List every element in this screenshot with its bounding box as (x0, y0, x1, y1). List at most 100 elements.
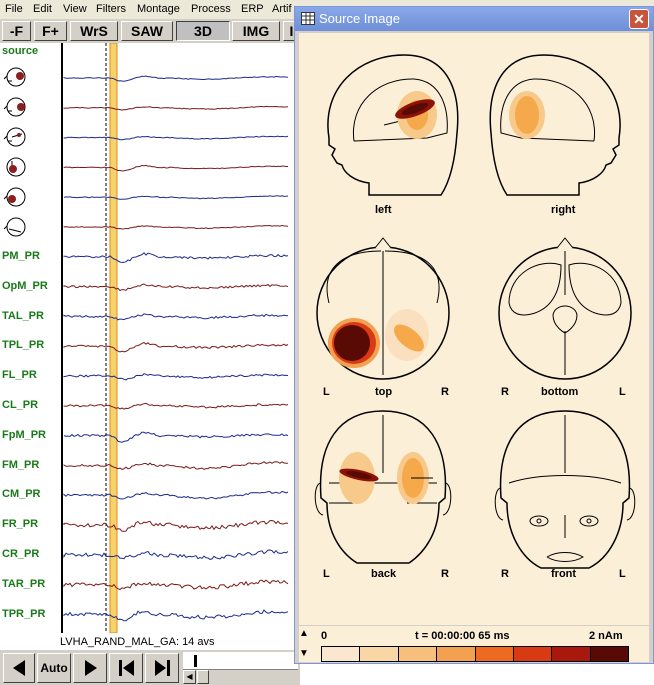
slider-thumb[interactable] (194, 655, 197, 667)
eeg-trace-area (60, 43, 300, 633)
step-back-icon (119, 660, 134, 676)
eeg-trace (63, 609, 289, 622)
scale-swatch (398, 647, 438, 661)
time-cursor-band (109, 43, 118, 633)
view-label-left: left (375, 204, 392, 216)
front-view-head (494, 410, 636, 569)
channel-label: FpM_PR (2, 428, 46, 441)
close-icon[interactable]: ✕ (629, 9, 649, 29)
navigation-bar: Auto ◀ (0, 650, 300, 685)
menu-process[interactable]: Process (191, 3, 231, 15)
channel-label: FL_PR (2, 369, 37, 382)
color-scale-swatches (321, 646, 629, 662)
view-orient-L: L (619, 568, 626, 580)
channel-labels: source PM_PR OpM_PR TAL_PR TPL_PR FL_PR CL_PR… (0, 43, 60, 633)
auto-button[interactable]: Auto (37, 653, 71, 683)
eeg-trace (63, 431, 289, 443)
menu-montage[interactable]: Montage (137, 3, 180, 15)
menu-artif[interactable]: Artif (272, 3, 292, 15)
head-source-icon (3, 187, 26, 207)
eeg-trace (63, 579, 289, 591)
eeg-trace (63, 195, 289, 200)
channel-label: TPL_PR (2, 339, 45, 352)
menu-filters[interactable]: Filters (96, 3, 126, 15)
channel-label: OpM_PR (2, 279, 48, 292)
scale-swatch (437, 647, 476, 661)
prev-page-button[interactable] (3, 653, 35, 683)
channel-label: PM_PR (2, 250, 40, 262)
wrs-button[interactable]: WrS (70, 21, 118, 41)
scale-max-label: 2 nAm (589, 630, 623, 642)
scale-up-arrow-icon[interactable]: ▲ (299, 628, 309, 639)
3d-button[interactable]: 3D (176, 21, 230, 41)
eeg-trace (63, 252, 289, 263)
head-source-icon (3, 97, 26, 117)
toolbar: -F F+ WrS SAW 3D IMG I (0, 19, 300, 43)
scale-time-label: t = 00:00:00 65 ms (415, 630, 510, 642)
saw-button[interactable]: SAW (121, 21, 173, 41)
view-orient-R: R (441, 386, 449, 398)
play-back-icon (13, 660, 25, 676)
back-view-head (314, 410, 452, 564)
scale-down-arrow-icon[interactable]: ▼ (299, 648, 309, 659)
view-label-top: top (375, 386, 393, 398)
source-image-window: Source Image ✕ (294, 6, 654, 664)
menu-file[interactable]: File (5, 3, 23, 15)
time-slider[interactable]: ◀ (183, 652, 298, 685)
img-button[interactable]: IMG (232, 21, 280, 41)
menu-edit[interactable]: Edit (33, 3, 52, 15)
menu-view[interactable]: View (63, 3, 87, 15)
scale-swatch (360, 647, 399, 661)
scroll-thumb[interactable] (197, 670, 209, 684)
horizontal-scrollbar[interactable]: ◀ (183, 669, 298, 685)
step-back-button[interactable] (109, 653, 143, 683)
view-orient-R: R (501, 386, 509, 398)
source-views-panel: left right L top R R bottom L L back R R… (299, 33, 649, 625)
trace-lines (63, 75, 289, 622)
view-label-front: front (551, 568, 577, 580)
channel-label: CR_PR (2, 548, 40, 560)
channel-label: CM_PR (2, 488, 41, 501)
filter-plus-button[interactable]: F+ (34, 21, 67, 41)
eeg-trace (63, 313, 289, 321)
eeg-trace (63, 402, 289, 410)
eeg-trace (63, 164, 288, 172)
channel-label: FM_PR (2, 458, 40, 471)
scale-swatch (475, 647, 514, 661)
view-label-bottom: bottom (541, 386, 579, 398)
channel-label: TPR_PR (2, 607, 46, 620)
eeg-trace (63, 135, 289, 141)
head-source-icon (6, 157, 26, 177)
step-forward-button[interactable] (145, 653, 179, 683)
scale-swatch (552, 647, 591, 661)
view-orient-L: L (619, 386, 626, 398)
eeg-trace (63, 105, 289, 111)
next-page-button[interactable] (73, 653, 107, 683)
eeg-trace (63, 373, 289, 381)
channel-label: TAR_PR (2, 577, 46, 590)
view-label-right: right (551, 204, 576, 216)
menu-erp[interactable]: ERP (241, 3, 264, 15)
eeg-trace (63, 490, 289, 500)
channel-label: TAL_PR (2, 309, 44, 322)
scale-swatch (322, 647, 361, 661)
eeg-trace (63, 461, 289, 470)
color-scale-bar: ▲ ▼ 0 t = 00:00:00 65 ms 2 nAm (299, 626, 649, 662)
channel-label: CL_PR (2, 399, 39, 411)
scroll-left-icon[interactable]: ◀ (183, 670, 196, 684)
step-forward-icon (155, 660, 170, 676)
head-source-icon (3, 67, 26, 87)
filter-minus-button[interactable]: -F (2, 21, 31, 41)
right-view-head (489, 54, 621, 196)
view-label-back: back (371, 568, 397, 580)
channel-label: FR_PR (2, 518, 39, 531)
head-source-icon (3, 127, 26, 147)
scale-swatch (590, 647, 628, 661)
left-view-head (327, 54, 459, 196)
status-bar: LVHA_RAND_MAL_GA: 14 avs (0, 633, 300, 650)
view-orient-R: R (501, 568, 509, 580)
eeg-trace (63, 75, 289, 82)
eeg-trace (63, 549, 289, 560)
source-window-titlebar[interactable]: Source Image ✕ (295, 7, 653, 31)
eeg-trace (63, 224, 289, 230)
